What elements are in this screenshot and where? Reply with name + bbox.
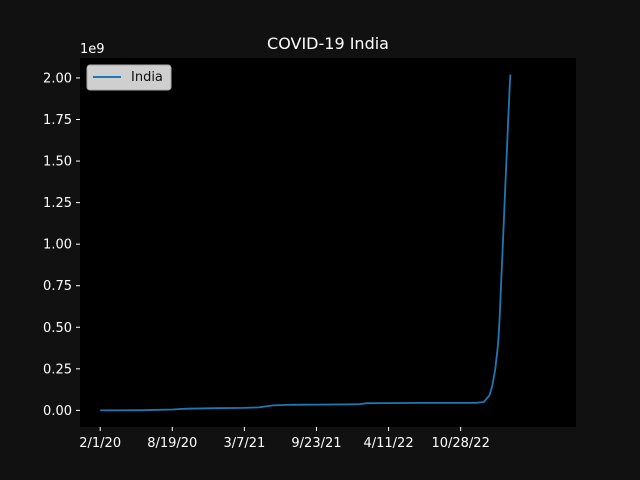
x-axis: 2/1/20 8/19/20 3/7/21 9/23/21 4/11/22 10/28/2… (79, 427, 490, 451)
y-tick-label: 0.25 (43, 362, 72, 377)
y-tick-label: 1.75 (43, 113, 72, 128)
x-tick-label: 3/7/21 (223, 436, 265, 451)
y-tick-label: 1.00 (43, 238, 72, 253)
legend-box (86, 64, 172, 91)
y-tick-label: 0.00 (43, 404, 72, 419)
x-tick-label: 10/28/22 (431, 436, 489, 451)
y-tick-label: 2.00 (43, 71, 72, 86)
chart-title: COVID-19 India (267, 34, 389, 53)
y-tick-label: 1.50 (43, 155, 72, 170)
series-line-india (100, 74, 512, 412)
y-tick-label: 1.25 (43, 196, 72, 211)
x-tick-label: 2/1/20 (79, 436, 121, 451)
x-tick-label: 4/11/22 (363, 436, 413, 451)
y-offset-label: 1e9 (80, 42, 105, 57)
y-axis: 0.00 0.25 0.50 0.75 1.00 1.25 1.50 1.75 2.00 (43, 71, 80, 419)
plot-area (80, 58, 576, 427)
y-tick-label: 0.50 (43, 321, 72, 336)
legend-label: India (131, 70, 163, 85)
y-tick-label: 0.75 (43, 279, 72, 294)
legend: India (86, 64, 172, 91)
series-layer (100, 74, 512, 412)
x-tick-label: 8/19/20 (147, 436, 197, 451)
x-tick-label: 9/23/21 (291, 436, 341, 451)
